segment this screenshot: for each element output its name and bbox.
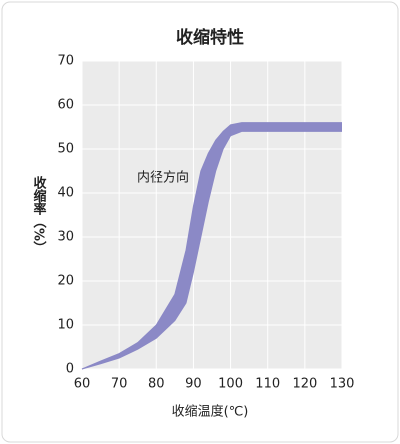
annotation: 内径方向 — [137, 170, 189, 186]
y-tick-label: 10 — [57, 318, 74, 333]
band-edge — [81, 130, 342, 370]
x-tick-label: 80 — [148, 377, 165, 392]
y-tick-label: 0 — [66, 362, 74, 377]
band-fill — [82, 122, 342, 369]
y-tick-label: 50 — [57, 142, 74, 157]
x-axis-label: 收缩温度(℃) — [172, 404, 249, 420]
x-tick-label: 110 — [255, 377, 280, 392]
x-tick-label: 100 — [218, 377, 243, 392]
y-tick-label: 60 — [57, 98, 74, 113]
band-edge — [81, 122, 342, 370]
x-tick-label: 90 — [185, 377, 202, 392]
y-tick-label: 20 — [57, 274, 74, 289]
x-tick-label: 130 — [330, 377, 355, 392]
chart-title: 收缩特性 — [176, 27, 244, 48]
y-tick-label: 40 — [57, 186, 74, 201]
x-tick-label: 70 — [111, 377, 128, 392]
x-tick-label: 60 — [74, 377, 91, 392]
plot-area — [82, 61, 342, 369]
y-axis-label: 收缩率（%） — [31, 175, 48, 254]
x-tick-label: 120 — [292, 377, 317, 392]
y-tick-label: 70 — [57, 54, 74, 69]
y-tick-label: 30 — [57, 230, 74, 245]
